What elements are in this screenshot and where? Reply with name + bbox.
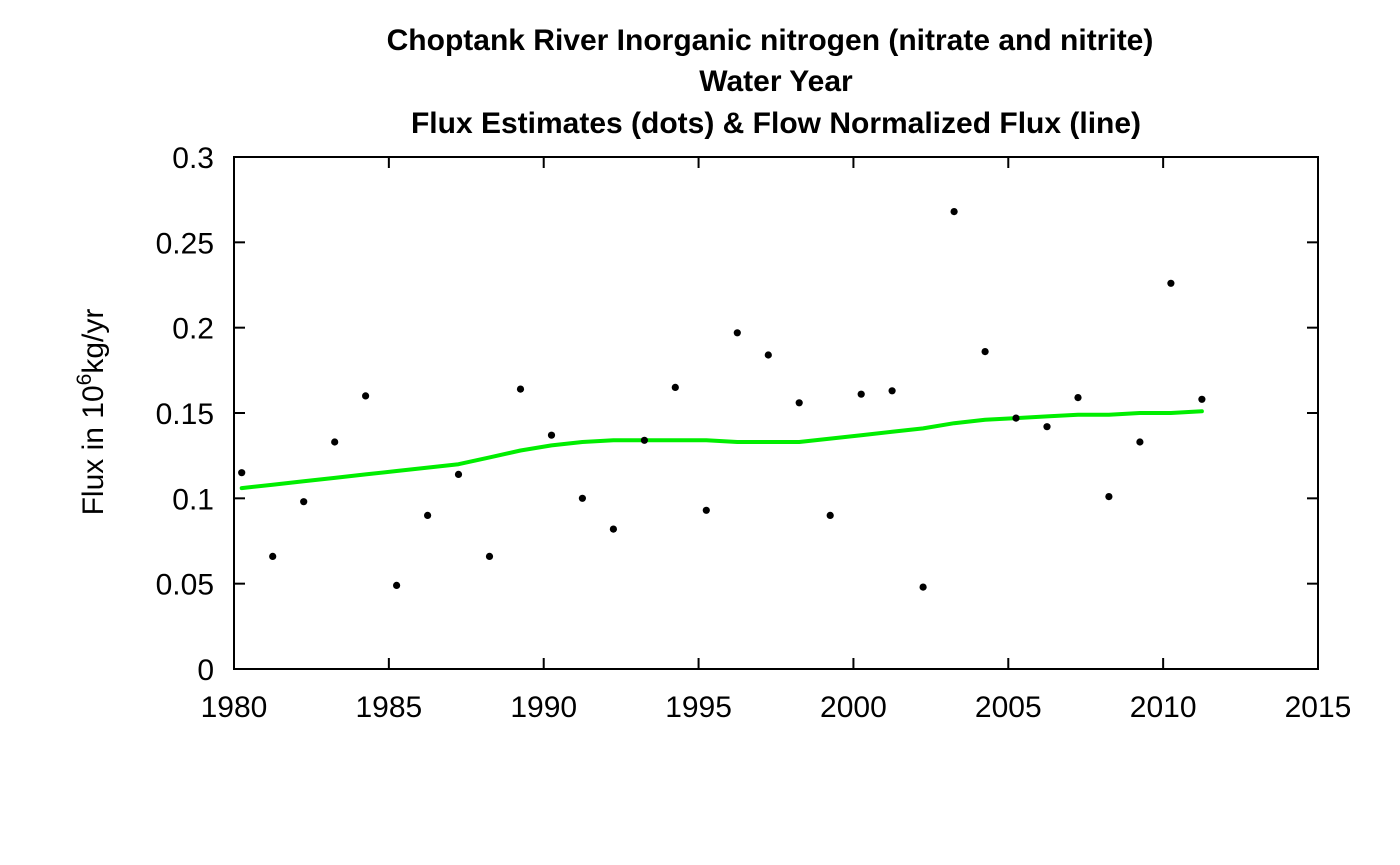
flux-estimate-point: [454, 470, 463, 478]
flux-estimate-point: [1198, 395, 1206, 403]
chart-title-line-1: Choptank River Inorganic nitrogen (nitra…: [387, 24, 1154, 57]
flux-estimate-point: [300, 498, 308, 506]
flux-estimate-point: [950, 208, 958, 216]
flux-estimate-point: [857, 390, 865, 398]
flux-estimate-point: [424, 511, 432, 519]
flux-estimate-point: [609, 525, 618, 533]
x-tick-label: 2000: [820, 691, 887, 724]
x-tick-label: 2005: [975, 691, 1042, 724]
flux-estimate-point: [547, 431, 556, 439]
flux-estimate-point: [393, 581, 401, 590]
flow-normalized-flux-line: [239, 409, 1204, 491]
flux-estimate-point: [702, 506, 710, 514]
x-tick-label: 1980: [201, 691, 268, 724]
y-tick-label: 0.1: [172, 483, 214, 516]
chart-title-line-2: Water Year: [699, 65, 853, 98]
flux-estimate-point: [485, 552, 494, 561]
flux-estimate-point: [981, 348, 989, 356]
flux-estimate-point: [1074, 394, 1082, 402]
plot-frame: [233, 156, 1319, 670]
y-tick-label: 0.05: [156, 569, 214, 602]
flux-estimate-point: [516, 385, 525, 393]
flux-estimate-point: [1105, 493, 1113, 501]
y-axis-label: Flux in 106kg/yr: [73, 309, 110, 516]
flux-estimate-points: [238, 208, 1206, 591]
flux-estimate-point: [1167, 279, 1175, 287]
flux-estimate-point: [671, 383, 679, 391]
y-tick-label: 0.15: [156, 398, 214, 431]
flux-estimate-point: [578, 494, 587, 502]
y-tick-label: 0: [197, 654, 214, 687]
flux-estimate-point: [795, 399, 803, 407]
y-axis-label-suffix: kg/yr: [77, 309, 110, 374]
flow-normalized-flux-series-line: [239, 409, 1204, 491]
flux-estimate-point: [888, 387, 896, 395]
x-tick-label: 1985: [355, 691, 422, 724]
x-tick-label: 1995: [665, 691, 732, 724]
flux-estimate-point: [1136, 438, 1144, 446]
x-tick-label: 2010: [1130, 691, 1197, 724]
y-tick-label: 0.25: [156, 227, 214, 260]
x-tick-label: 1990: [510, 691, 577, 724]
flux-estimate-point: [919, 583, 927, 591]
chart-title-line-3: Flux Estimates (dots) & Flow Normalized …: [411, 107, 1141, 140]
flux-estimate-point: [733, 329, 741, 337]
flux-estimate-point: [764, 351, 772, 359]
y-axis-label-prefix: Flux in 10: [77, 385, 110, 515]
flux-estimate-point: [269, 552, 277, 561]
x-tick-label: 2015: [1285, 691, 1352, 724]
flux-estimate-point: [1012, 414, 1020, 422]
flux-estimate-point: [331, 438, 339, 446]
y-axis-label-superscript: 6: [73, 374, 96, 386]
flux-estimate-point: [640, 436, 649, 444]
y-tick-label: 0.3: [172, 142, 214, 175]
flux-estimate-point: [238, 469, 246, 477]
flux-estimate-point: [826, 511, 834, 519]
flux-estimate-point: [362, 392, 370, 400]
flux-estimate-point: [1043, 423, 1051, 431]
y-tick-label: 0.2: [172, 313, 214, 346]
axis-ticks: 1980 1985 1990 1995 2000 2005 2010 2015 0 0.05 0.1…: [156, 142, 1352, 724]
chart-titles: Choptank River Inorganic nitrogen (nitra…: [387, 24, 1154, 140]
